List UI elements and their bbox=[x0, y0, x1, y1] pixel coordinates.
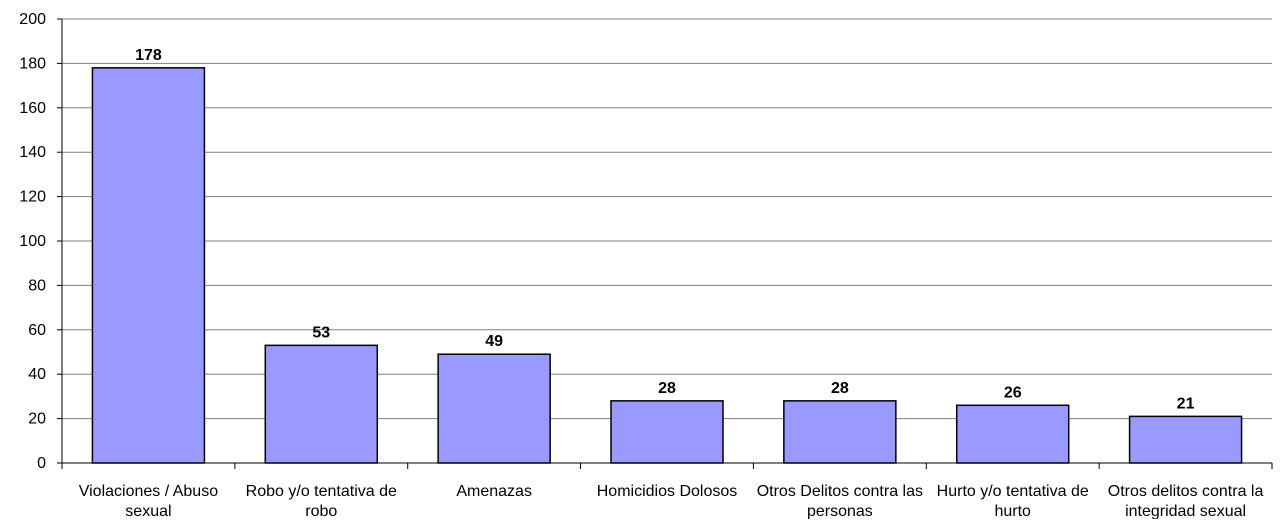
x-tick-label: personas bbox=[807, 503, 873, 519]
bar bbox=[955, 404, 1070, 464]
data-label: 28 bbox=[831, 380, 849, 397]
y-tick-label: 200 bbox=[19, 11, 46, 28]
x-tick-label: Hurto y/o tentativa de bbox=[937, 483, 1089, 500]
x-tick-label: Otros Delitos contra las bbox=[757, 483, 923, 500]
x-tick-label: Amenazas bbox=[456, 483, 532, 500]
bar bbox=[783, 400, 897, 464]
x-tick-label: Homicidios Dolosos bbox=[597, 483, 738, 500]
x-tick-label: robo bbox=[305, 503, 337, 519]
y-tick-label: 180 bbox=[19, 55, 46, 72]
bar bbox=[610, 400, 724, 464]
data-label: 28 bbox=[658, 380, 676, 397]
x-tick-label: integridad sexual bbox=[1125, 503, 1246, 519]
bar bbox=[264, 344, 379, 464]
data-label: 178 bbox=[135, 47, 162, 64]
labels: 0 20 40 60 80 100 120 140 160 180 200 178 Violacione… bbox=[19, 11, 1264, 520]
y-tick-label: 40 bbox=[28, 366, 46, 383]
x-tick-label: hurto bbox=[994, 503, 1031, 519]
data-label: 26 bbox=[1004, 384, 1022, 401]
y-tick-label: 160 bbox=[19, 100, 46, 117]
data-label: 21 bbox=[1177, 395, 1195, 412]
y-tick-label: 80 bbox=[28, 277, 46, 294]
y-tick-label: 20 bbox=[28, 411, 46, 428]
y-tick-label: 120 bbox=[19, 189, 46, 206]
bar bbox=[1128, 415, 1243, 464]
axes bbox=[57, 18, 1273, 469]
bars bbox=[91, 67, 1243, 464]
x-tick-label: Otros delitos contra la bbox=[1108, 483, 1264, 500]
y-tick-label: 140 bbox=[19, 144, 46, 161]
y-tick-label: 60 bbox=[28, 322, 46, 339]
data-label: 53 bbox=[312, 324, 330, 341]
bar bbox=[437, 353, 551, 464]
y-tick-label: 100 bbox=[19, 233, 46, 250]
bar bbox=[91, 67, 206, 464]
x-tick-label: sexual bbox=[125, 503, 171, 519]
x-tick-label: Violaciones / Abuso bbox=[79, 483, 218, 500]
x-tick-label: Robo y/o tentativa de bbox=[246, 483, 397, 500]
data-label: 49 bbox=[485, 333, 503, 350]
gridlines bbox=[62, 18, 1272, 420]
y-tick-label: 0 bbox=[37, 455, 46, 472]
